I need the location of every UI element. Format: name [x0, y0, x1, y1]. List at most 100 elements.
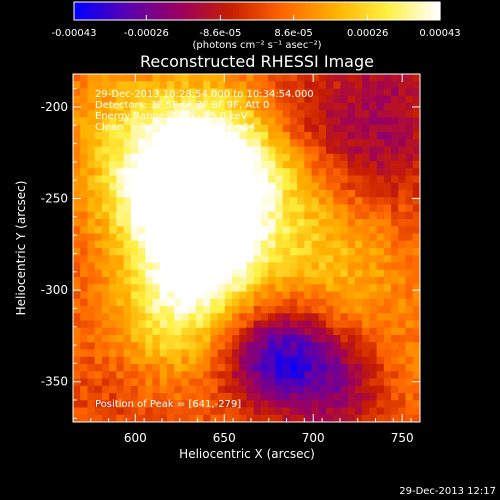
heatmap-cell	[282, 313, 291, 321]
heatmap-cell	[73, 74, 81, 82]
heatmap-cell	[304, 342, 313, 350]
heatmap-cell	[138, 371, 146, 379]
heatmap-cell	[109, 248, 117, 256]
heatmap-cell	[376, 393, 385, 401]
colorbar-segment	[146, 2, 150, 20]
heatmap-cell	[260, 103, 269, 111]
heatmap-cell	[232, 327, 240, 336]
heatmap-cell	[116, 327, 125, 336]
heatmap-cell	[116, 414, 125, 423]
heatmap-cell	[253, 320, 262, 329]
heatmap-cell	[340, 393, 349, 401]
heatmap-cell	[123, 95, 132, 104]
heatmap-cell	[101, 132, 110, 140]
heatmap-cell	[109, 284, 117, 292]
heatmap-cell	[101, 327, 110, 336]
heatmap-cell	[268, 204, 276, 213]
heatmap-cell	[174, 393, 182, 401]
heatmap-cell	[210, 255, 219, 263]
heatmap-cell	[130, 385, 139, 394]
heatmap-cell	[152, 204, 161, 213]
heatmap-cell	[138, 400, 146, 408]
heatmap-cell	[116, 110, 125, 118]
heatmap-cell	[289, 248, 298, 256]
heatmap-cell	[289, 153, 298, 162]
heatmap-cell	[203, 342, 211, 350]
heatmap-cell	[253, 248, 262, 256]
heatmap-cell	[398, 349, 407, 358]
heatmap-cell	[188, 182, 197, 191]
heatmap-cell	[282, 132, 291, 140]
colorbar-segment	[365, 2, 369, 20]
heatmap-cell	[152, 132, 161, 140]
heatmap-cell	[87, 306, 96, 314]
colorbar-segment	[224, 2, 228, 20]
heatmap-cell	[166, 364, 175, 372]
heatmap-cell	[369, 306, 378, 314]
heatmap-cell	[80, 262, 88, 271]
x-tick-label: 700	[302, 431, 325, 445]
heatmap-cell	[391, 407, 399, 416]
heatmap-cell	[80, 240, 88, 249]
colorbar-segment	[332, 2, 336, 20]
heatmap-cell	[94, 371, 103, 379]
heatmap-cell	[217, 248, 226, 256]
heatmap-cell	[297, 291, 305, 300]
heatmap-cell	[275, 168, 284, 176]
heatmap-cell	[94, 240, 103, 249]
heatmap-cell	[73, 219, 81, 227]
colorbar-segment	[374, 2, 378, 20]
heatmap-cell	[224, 255, 233, 263]
heatmap-cell	[87, 385, 96, 394]
colorbar-segment	[86, 2, 90, 20]
heatmap-cell	[391, 277, 399, 285]
heatmap-cell	[333, 407, 341, 416]
heatmap-cell	[398, 95, 407, 104]
heatmap-cell	[138, 414, 146, 423]
heatmap-cell	[369, 81, 378, 89]
chart-title: Reconstructed RHESSI Image	[140, 52, 374, 71]
heatmap-cell	[181, 103, 190, 111]
colorbar-segment	[329, 2, 333, 20]
heatmap-cell	[318, 269, 327, 278]
heatmap-cell	[239, 204, 247, 213]
colorbar-segment	[197, 2, 201, 20]
heatmap-cell	[297, 248, 305, 256]
heatmap-cell	[152, 414, 161, 423]
heatmap-cell	[362, 132, 370, 140]
heatmap-cell	[145, 103, 154, 111]
heatmap-cell	[398, 385, 407, 394]
heatmap-cell	[391, 284, 399, 292]
heatmap-cell	[174, 95, 182, 104]
annotation-clean-counts: Clean Total counts: 1.52E+04	[95, 122, 255, 133]
heatmap-cell	[340, 88, 349, 97]
heatmap-cell	[123, 313, 132, 321]
heatmap-cell	[174, 291, 182, 300]
heatmap-cell	[246, 204, 255, 213]
heatmap-cell	[188, 103, 197, 111]
heatmap-cell	[376, 81, 385, 89]
heatmap-cell	[224, 248, 233, 256]
heatmap-cell	[253, 153, 262, 162]
heatmap-cell	[340, 233, 349, 242]
heatmap-cell	[203, 153, 211, 162]
heatmap-cell	[87, 211, 96, 220]
heatmap-cell	[159, 124, 168, 133]
heatmap-cell	[318, 190, 327, 198]
heatmap-cell	[412, 414, 421, 423]
heatmap-cell	[246, 364, 255, 372]
heatmap-cell	[405, 364, 414, 372]
colorbar-segment	[89, 2, 93, 20]
heatmap-cell	[391, 327, 399, 336]
heatmap-cell	[130, 371, 139, 379]
heatmap-cell	[116, 255, 125, 263]
heatmap-cell	[318, 298, 327, 307]
heatmap-cell	[376, 219, 385, 227]
heatmap-cell	[203, 262, 211, 271]
heatmap-cell	[275, 240, 284, 249]
heatmap-cell	[174, 190, 182, 198]
heatmap-cell	[340, 95, 349, 104]
colorbar-segment	[284, 2, 288, 20]
heatmap-cell	[73, 197, 81, 205]
colorbar-segment	[389, 2, 393, 20]
